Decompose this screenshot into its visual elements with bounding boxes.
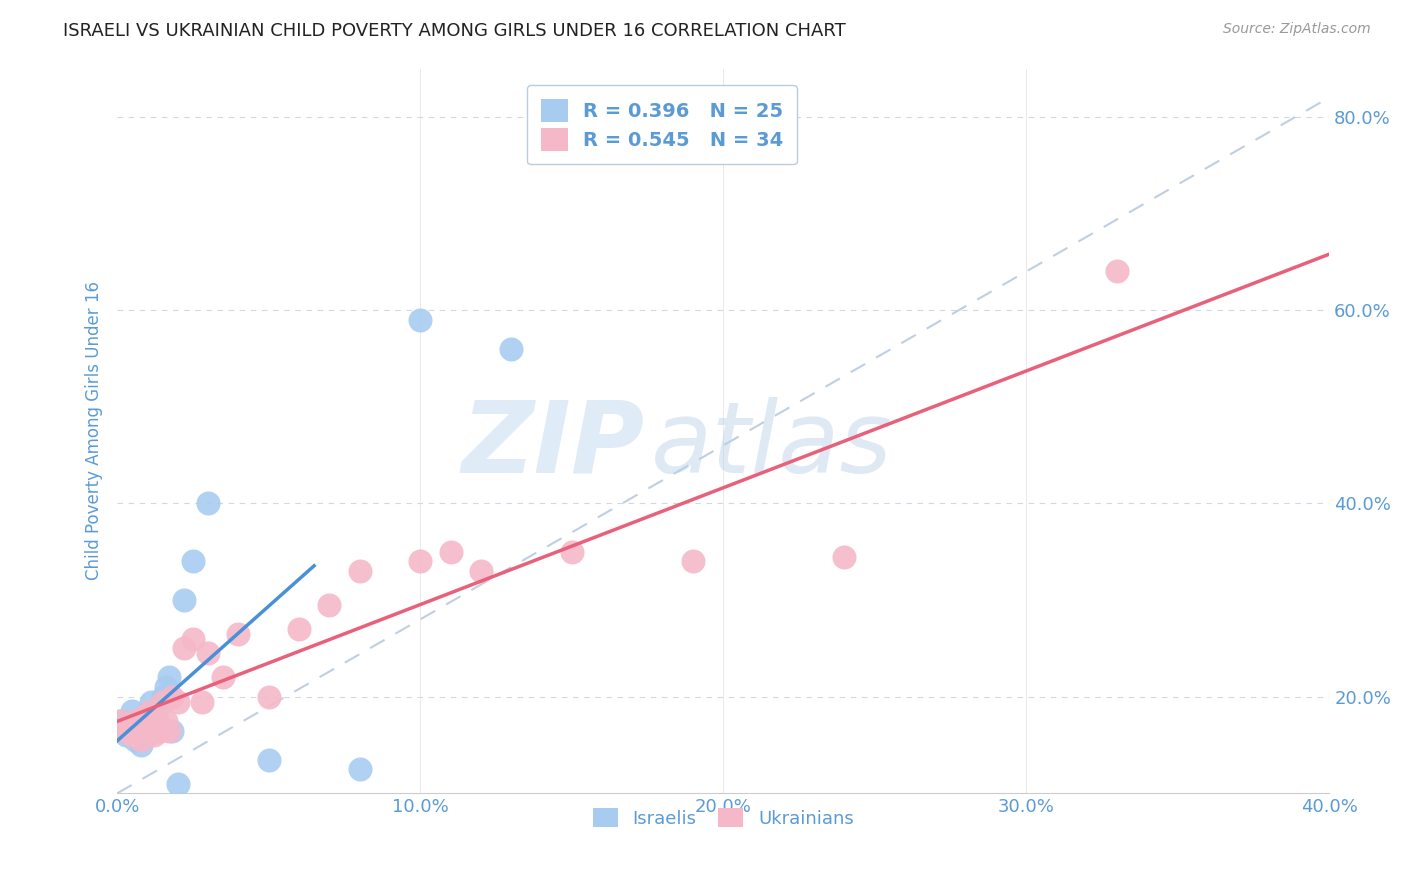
Point [127,714,149,728]
Point [110,714,132,728]
Point [121,728,143,742]
Point [228,627,250,641]
Point [349,762,371,776]
Point [124,733,146,747]
Point [257,752,280,766]
Y-axis label: Child Poverty Among Girls Under 16: Child Poverty Among Girls Under 16 [86,282,103,581]
Point [112,723,135,738]
Point [149,723,172,738]
Point [166,777,188,791]
Text: ISRAELI VS UKRAINIAN CHILD POVERTY AMONG GIRLS UNDER 16 CORRELATION CHART: ISRAELI VS UKRAINIAN CHILD POVERTY AMONG… [63,22,846,40]
Point [157,723,180,738]
Point [131,738,153,752]
Point [197,646,219,660]
Point [318,598,340,612]
Point [115,723,138,738]
Point [131,733,153,747]
Point [155,714,177,728]
Point [191,694,214,708]
Point [181,632,204,646]
Point [139,704,162,718]
Point [349,564,371,578]
Point [160,723,183,738]
Point [152,694,174,708]
Point [561,545,583,559]
Point [136,723,159,738]
Point [134,709,156,723]
Point [115,728,138,742]
Point [173,641,195,656]
Point [197,496,219,510]
Point [181,554,204,568]
Point [160,690,183,704]
Legend: Israelis, Ukrainians: Israelis, Ukrainians [585,801,860,835]
Point [145,714,167,728]
Point [142,704,165,718]
Text: ZIP: ZIP [461,397,644,494]
Point [682,554,704,568]
Point [139,694,162,708]
Point [157,670,180,684]
Point [257,690,280,704]
Point [212,670,235,684]
Point [134,723,156,738]
Point [152,690,174,704]
Point [409,554,432,568]
Point [288,622,311,636]
Point [110,714,132,728]
Point [834,549,856,564]
Point [155,680,177,694]
Text: Source: ZipAtlas.com: Source: ZipAtlas.com [1223,22,1371,37]
Point [142,728,165,742]
Point [1107,264,1129,278]
Point [124,714,146,728]
Point [409,313,432,327]
Point [470,564,492,578]
Point [127,719,149,733]
Point [136,728,159,742]
Point [439,545,461,559]
Text: atlas: atlas [651,397,893,494]
Point [166,694,188,708]
Point [121,704,143,718]
Point [118,719,141,733]
Point [145,714,167,728]
Point [501,342,523,356]
Point [173,593,195,607]
